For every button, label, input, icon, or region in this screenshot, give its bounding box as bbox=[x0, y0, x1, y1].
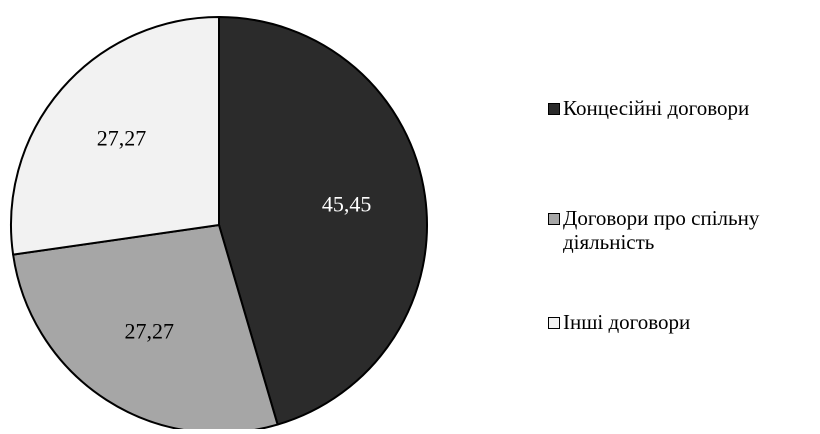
legend-label-joint-activity: Договори про спільну діяльність bbox=[563, 206, 760, 254]
legend-swatch-other bbox=[548, 317, 560, 329]
pie-slice-concession bbox=[218, 16, 428, 426]
data-label-other: 27,27 bbox=[97, 126, 147, 151]
legend-label-other: Інші договори bbox=[563, 310, 691, 334]
legend-item-concession: Концесійні договори bbox=[548, 96, 749, 120]
legend-item-joint-activity: Договори про спільну діяльність bbox=[548, 206, 818, 254]
legend-label-concession: Концесійні договори bbox=[563, 96, 750, 120]
pie-slice-other bbox=[10, 16, 220, 256]
legend-swatch-concession bbox=[548, 103, 560, 115]
legend-item-other: Інші договори bbox=[548, 310, 690, 334]
data-label-joint-activity: 27,27 bbox=[125, 319, 175, 344]
legend-swatch-joint-activity bbox=[548, 213, 560, 225]
data-label-concession: 45,45 bbox=[322, 192, 372, 217]
